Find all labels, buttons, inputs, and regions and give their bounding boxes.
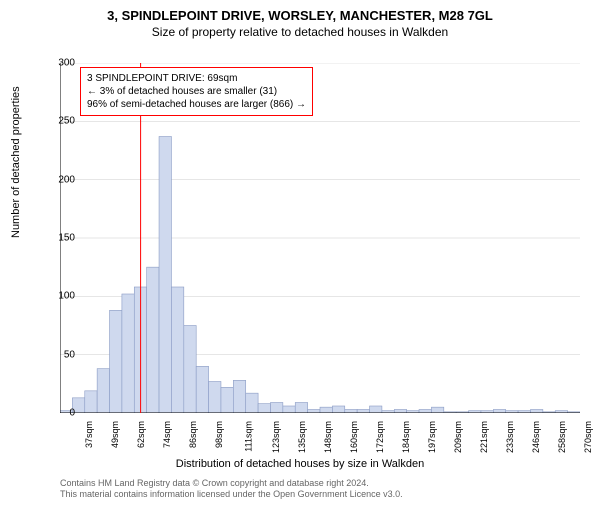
histogram-bar [493,410,505,414]
x-tick-label: 160sqm [349,421,359,453]
histogram-bar [246,393,258,413]
histogram-bar [357,410,369,414]
y-tick-label: 200 [45,174,75,185]
histogram-bar [221,387,233,413]
histogram-bar [270,403,282,414]
chart-container: 3, SPINDLEPOINT DRIVE, WORSLEY, MANCHEST… [0,8,600,508]
y-tick-label: 50 [45,349,75,360]
x-tick-label: 148sqm [323,421,333,453]
y-tick-label: 0 [45,408,75,419]
histogram-bar [431,407,443,413]
y-tick-label: 100 [45,291,75,302]
histogram-bar [171,287,183,413]
annotation-line-2: ← 3% of detached houses are smaller (31) [87,85,306,98]
x-tick-label: 98sqm [214,421,224,448]
histogram-bar [258,404,270,413]
histogram-bar [308,410,320,414]
credits: Contains HM Land Registry data © Crown c… [60,478,403,500]
histogram-bar [332,406,344,413]
histogram-bar [209,382,221,414]
x-tick-label: 62sqm [136,421,146,448]
x-tick-label: 172sqm [375,421,385,453]
annotation-line-1: 3 SPINDLEPOINT DRIVE: 69sqm [87,72,306,85]
x-tick-label: 37sqm [84,421,94,448]
chart-area: 3 SPINDLEPOINT DRIVE: 69sqm ← 3% of deta… [60,63,580,413]
histogram-bar [370,406,382,413]
histogram-bar [345,410,357,414]
histogram-bar [147,267,159,413]
x-axis-label: Distribution of detached houses by size … [0,458,600,470]
x-tick-label: 111sqm [244,421,254,452]
x-tick-label: 246sqm [531,421,541,453]
histogram-bar [394,410,406,414]
x-tick-label: 209sqm [453,421,463,453]
x-tick-label: 74sqm [162,421,172,448]
histogram-bar [184,326,196,414]
histogram-bar [85,391,97,413]
chart-title: 3, SPINDLEPOINT DRIVE, WORSLEY, MANCHEST… [0,8,600,23]
y-axis-label: Number of detached properties [10,86,22,238]
marker-annotation-box: 3 SPINDLEPOINT DRIVE: 69sqm ← 3% of deta… [80,67,313,116]
x-tick-label: 197sqm [427,421,437,453]
histogram-bar [233,380,245,413]
histogram-bar [122,294,134,413]
histogram-bar [97,369,109,413]
x-tick-label: 135sqm [297,421,307,453]
y-tick-label: 300 [45,58,75,69]
x-tick-label: 123sqm [271,421,281,453]
x-tick-label: 184sqm [401,421,411,453]
credits-line-2: This material contains information licen… [60,489,403,500]
chart-subtitle: Size of property relative to detached ho… [0,25,600,39]
x-tick-label: 49sqm [110,421,120,448]
histogram-bar [295,403,307,414]
histogram-bar [159,137,171,414]
histogram-bar [283,406,295,413]
histogram-bar [320,407,332,413]
histogram-bar [110,310,122,413]
x-tick-label: 233sqm [505,421,515,453]
annotation-line-3: 96% of semi-detached houses are larger (… [87,98,306,111]
histogram-bar [530,410,542,414]
x-tick-label: 258sqm [557,421,567,453]
x-tick-label: 270sqm [583,421,593,453]
credits-line-1: Contains HM Land Registry data © Crown c… [60,478,403,489]
histogram-bar [196,366,208,413]
x-tick-label: 221sqm [479,421,489,453]
y-tick-label: 250 [45,116,75,127]
x-tick-label: 86sqm [188,421,198,448]
histogram-bar [419,410,431,414]
y-tick-label: 150 [45,233,75,244]
